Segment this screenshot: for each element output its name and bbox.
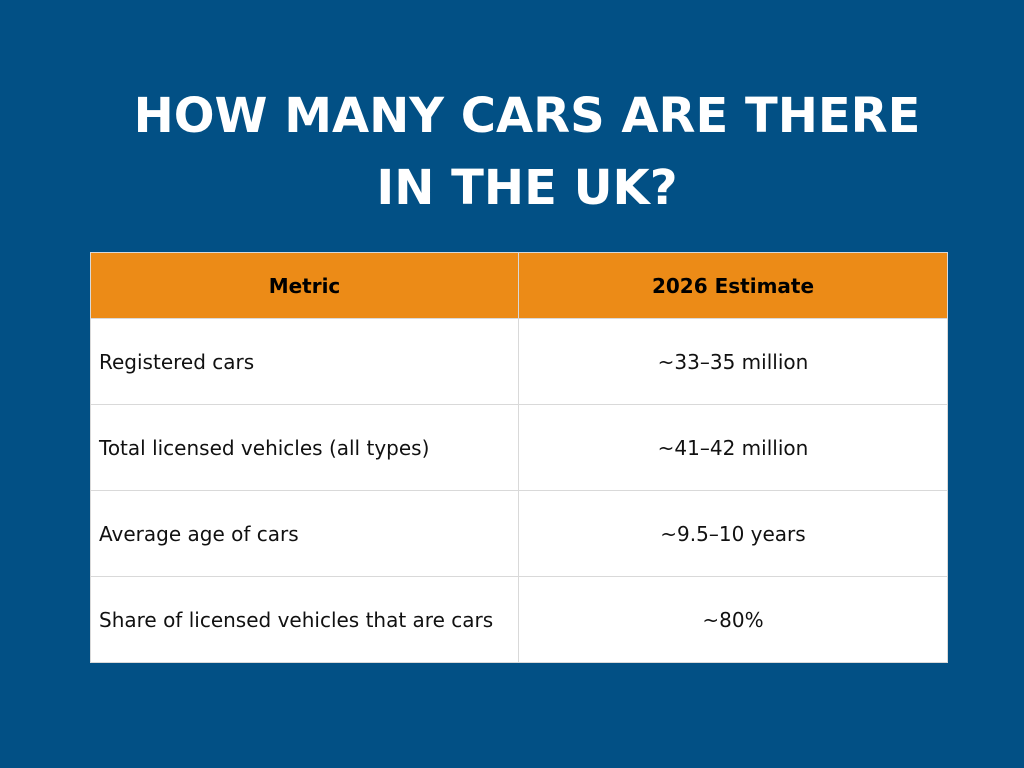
metric-cell: Share of licensed vehicles that are cars: [90, 576, 519, 663]
value-cell: ~33–35 million: [518, 318, 948, 405]
table-header-row: Metric 2026 Estimate: [90, 252, 948, 319]
table-row: Registered cars ~33–35 million: [90, 318, 948, 405]
title-line-1: HOW MANY CARS ARE THERE: [133, 88, 921, 144]
table-row: Average age of cars ~9.5–10 years: [90, 490, 948, 577]
uk-cars-table: Metric 2026 Estimate Registered cars ~33…: [90, 252, 948, 663]
table-row: Share of licensed vehicles that are cars…: [90, 576, 948, 663]
metric-cell: Average age of cars: [90, 490, 519, 577]
header-estimate: 2026 Estimate: [518, 252, 948, 319]
title-line-2: IN THE UK?: [376, 160, 678, 216]
page-title: HOW MANY CARS ARE THERE IN THE UK?: [0, 80, 1024, 224]
metric-cell: Registered cars: [90, 318, 519, 405]
metric-cell: Total licensed vehicles (all types): [90, 404, 519, 491]
table-row: Total licensed vehicles (all types) ~41–…: [90, 404, 948, 491]
value-cell: ~41–42 million: [518, 404, 948, 491]
value-cell: ~80%: [518, 576, 948, 663]
header-metric: Metric: [90, 252, 519, 319]
value-cell: ~9.5–10 years: [518, 490, 948, 577]
